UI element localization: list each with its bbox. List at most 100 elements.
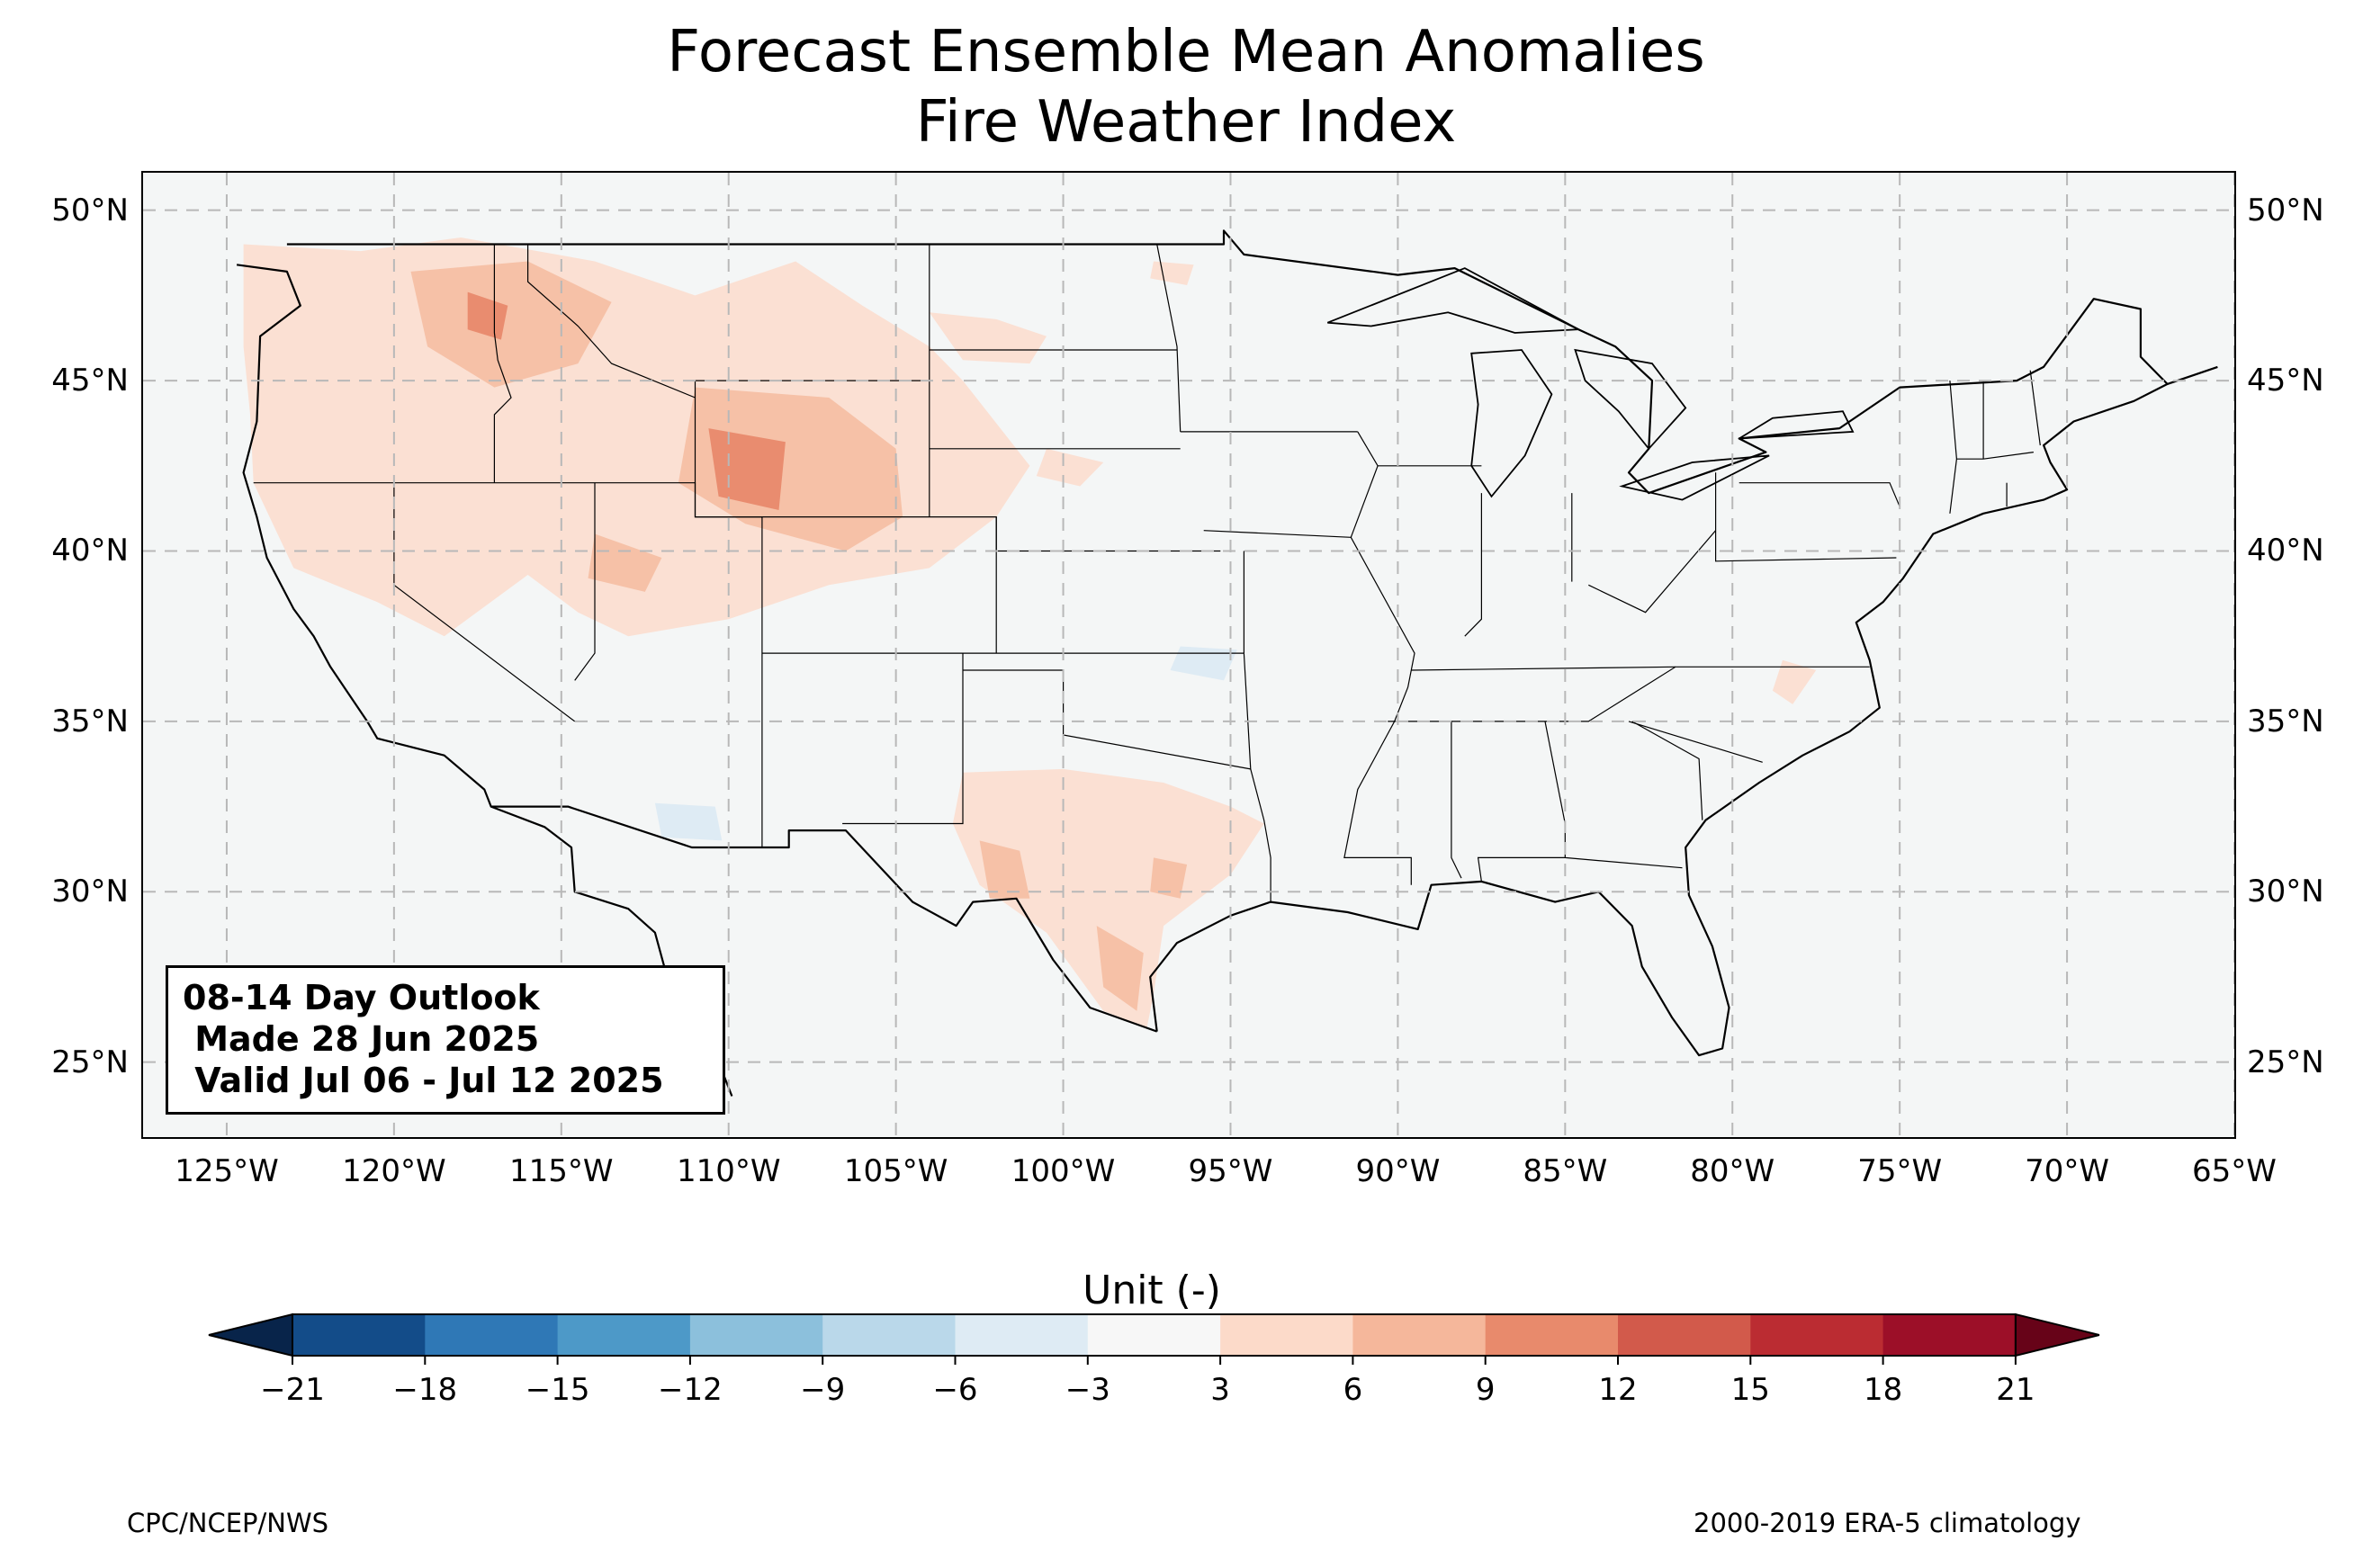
state-border-29	[1477, 721, 1566, 882]
lon-label: 110°W	[676, 1153, 781, 1189]
colorbar-tick-label: −21	[260, 1372, 325, 1408]
map-title-line2: Fire Weather Index	[915, 89, 1457, 156]
colorbar-under-arrow	[208, 1313, 293, 1357]
footer-climatology: 2000-2019 ERA-5 climatology	[1694, 1508, 2081, 1538]
anomaly-region-utah	[588, 533, 662, 592]
colorbar-tick-label: 15	[1730, 1372, 1770, 1408]
state-border-5	[527, 244, 696, 399]
state-border-37	[2029, 370, 2041, 446]
lat-label-left: 50°N	[51, 192, 129, 228]
anomaly-region-minnesota-spot	[1150, 261, 1194, 285]
lon-label: 95°W	[1188, 1153, 1273, 1189]
anomaly-region-texas	[952, 768, 1264, 1028]
map-canvas	[143, 173, 2234, 1137]
colorbar-over-arrow	[2014, 1313, 2100, 1357]
state-border-13	[1156, 244, 1182, 432]
colorbar-title: Unit (-)	[1083, 1268, 1221, 1313]
colorbar-tick-label: 12	[1598, 1372, 1638, 1408]
lat-label-left: 35°N	[51, 703, 129, 739]
lon-label: 125°W	[175, 1153, 279, 1189]
anomaly-region-idaho-core	[467, 291, 508, 340]
lon-label: 65°W	[2192, 1153, 2277, 1189]
lat-label-left: 40°N	[51, 533, 129, 569]
lake-outline-2	[1574, 348, 1687, 451]
colorbar-tick-label: −12	[658, 1372, 723, 1408]
lon-label: 105°W	[843, 1153, 948, 1189]
state-border-23	[1715, 472, 1897, 562]
lake-outline-1	[1470, 349, 1553, 498]
footer-source: CPC/NCEP/NWS	[127, 1508, 329, 1538]
anomaly-region-nebraska-spot	[1036, 448, 1104, 487]
lon-label: 90°W	[1355, 1153, 1441, 1189]
colorbar-segment	[1750, 1314, 1884, 1356]
state-border-28	[1451, 721, 1462, 879]
lat-label-right: 40°N	[2247, 533, 2324, 569]
anomaly-region-wyoming-core	[708, 428, 786, 510]
state-border-11	[963, 669, 1251, 770]
lon-label: 100°W	[1011, 1153, 1116, 1189]
lake-outline-0	[1326, 267, 1582, 334]
lon-label: 75°W	[1857, 1153, 1943, 1189]
outlook-made-date: Made 28 Jun 2025	[183, 1019, 540, 1059]
state-border-32	[1631, 721, 1703, 820]
colorbar-tick-label: 3	[1210, 1372, 1230, 1408]
lon-label: 70°W	[2025, 1153, 2110, 1189]
anomaly-region-central-texas	[1150, 857, 1188, 899]
state-border-10	[842, 653, 964, 825]
anomaly-region-south-texas	[1096, 926, 1144, 1011]
outlook-title: 08-14 Day Outlook	[183, 978, 540, 1017]
state-border-35	[1956, 452, 2034, 460]
lake-outline-4	[1739, 410, 1855, 440]
colorbar-tick-label: −15	[525, 1372, 590, 1408]
coastline-outline	[236, 229, 2218, 1097]
colorbar-segment	[1485, 1314, 1619, 1356]
state-border-17	[1203, 530, 1352, 538]
state-border-27	[1411, 666, 1676, 671]
state-border-24	[1739, 482, 1900, 507]
outlook-info-box: 08-14 Day Outlook Made 28 Jun 2025 Valid…	[166, 965, 725, 1115]
state-border-0	[493, 244, 512, 483]
state-border-3	[574, 482, 596, 681]
state-border-12	[1243, 653, 1271, 902]
colorbar-segment	[1220, 1314, 1353, 1356]
lon-label: 120°W	[342, 1153, 446, 1189]
colorbar-segment	[1352, 1314, 1487, 1356]
lon-label: 115°W	[509, 1153, 614, 1189]
canada-border	[286, 229, 2169, 495]
map-title-line1: Forecast Ensemble Mean Anomalies	[667, 19, 1705, 85]
colorbar-tick-label: −18	[392, 1372, 458, 1408]
state-border-33	[1588, 530, 1717, 614]
colorbar-segment	[292, 1314, 426, 1356]
lat-label-right: 45°N	[2247, 363, 2324, 399]
state-border-21	[1464, 493, 1482, 637]
colorbar-tick-label: 21	[1996, 1372, 2035, 1408]
outlook-valid-range: Valid Jul 06 - Jul 12 2025	[183, 1061, 664, 1100]
colorbar-segment	[689, 1314, 823, 1356]
lake-outline-3	[1619, 454, 1770, 501]
colorbar-segment	[1618, 1314, 1751, 1356]
lat-label-right: 50°N	[2247, 192, 2324, 228]
state-border-30	[1565, 856, 1683, 869]
colorbar-tick-label: 9	[1475, 1372, 1496, 1408]
colorbar-tick-label: 6	[1343, 1372, 1363, 1408]
state-border-31	[1628, 721, 1763, 763]
lat-label-left: 45°N	[51, 363, 129, 399]
colorbar-segment	[425, 1314, 559, 1356]
colorbar-frame	[292, 1313, 2017, 1357]
colorbar	[208, 1313, 2100, 1365]
anomaly-region-north-dakota	[929, 312, 1047, 364]
state-border-19	[1343, 431, 1415, 885]
anomaly-region-carolina	[1772, 659, 1817, 704]
colorbar-tick-label: −9	[800, 1372, 846, 1408]
lat-label-left: 25°N	[51, 1044, 129, 1080]
colorbar-tick-label: −3	[1065, 1372, 1110, 1408]
east-coastline	[1149, 365, 2218, 1057]
anomaly-region-west-texas	[979, 840, 1030, 899]
colorbar-segment	[1882, 1314, 2017, 1356]
colorbar-tick-label: 18	[1863, 1372, 1903, 1408]
lon-label: 80°W	[1690, 1153, 1775, 1189]
great-lakes	[1326, 267, 1855, 501]
colorbar-segment	[822, 1314, 956, 1356]
anomaly-region-arizona	[654, 802, 723, 841]
lat-label-left: 30°N	[51, 874, 129, 910]
